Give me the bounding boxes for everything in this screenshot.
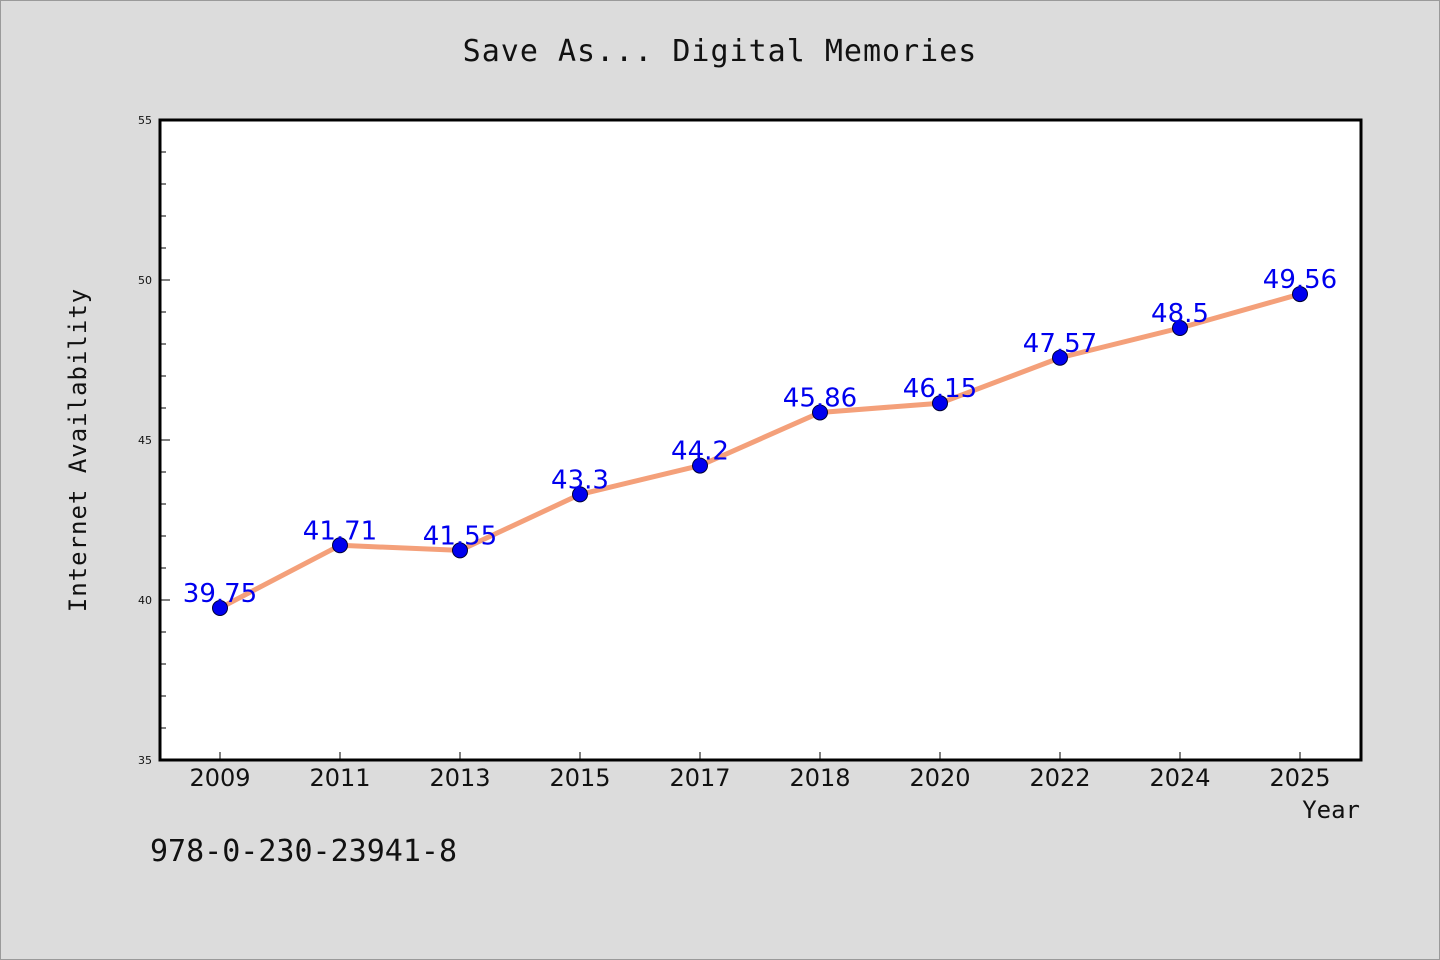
data-label: 46.15: [903, 374, 977, 404]
x-ticks: 2009 2011 2013 2015 2017 2018 2020 2022 2024 2025: [189, 752, 1331, 792]
data-label: 44.2: [671, 437, 729, 467]
x-tick-label: 2017: [669, 764, 730, 792]
x-tick-label: 2024: [1149, 764, 1210, 792]
y-tick-label: 40: [138, 594, 152, 607]
data-label: 39.75: [183, 579, 257, 609]
x-tick-label: 2025: [1269, 764, 1330, 792]
data-point: [1052, 349, 1068, 366]
chart-title: Save As... Digital Memories: [462, 34, 978, 69]
data-point: [692, 457, 708, 474]
x-tick-label: 2020: [909, 764, 970, 792]
data-label: 41.71: [303, 516, 377, 546]
y-ticks: 35 40 45 50 55: [138, 114, 170, 767]
y-tick-label: 55: [138, 114, 152, 127]
x-tick-label: 2013: [429, 764, 490, 792]
data-label: 48.5: [1151, 299, 1209, 329]
data-label: 45.86: [783, 383, 857, 413]
x-tick-label: 2009: [189, 764, 250, 792]
data-point: [332, 537, 348, 554]
x-tick-label: 2011: [309, 764, 370, 792]
data-label: 41.55: [423, 521, 497, 551]
y-tick-label: 35: [138, 754, 152, 767]
x-axis-label: Year: [1302, 796, 1360, 824]
data-point: [812, 404, 828, 421]
x-tick-label: 2015: [549, 764, 610, 792]
y-tick-label: 50: [138, 274, 152, 287]
data-label: 47.57: [1023, 329, 1097, 359]
isbn-text: 978-0-230-23941-8: [150, 834, 458, 869]
data-labels: 39.75 41.71 41.55 43.3 44.2 45.86 46.15 47.57 48…: [183, 265, 1337, 609]
y-tick-label: 45: [138, 434, 152, 447]
data-point: [212, 600, 228, 616]
data-point: [1172, 320, 1188, 336]
x-tick-label: 2022: [1029, 764, 1090, 792]
data-point: [452, 542, 468, 559]
data-point: [1292, 286, 1308, 303]
series-line: [217, 291, 1303, 611]
data-label: 43.3: [551, 465, 609, 495]
data-point: [572, 486, 588, 503]
x-tick-label: 2018: [789, 764, 850, 792]
data-point: [932, 395, 948, 412]
data-label: 49.56: [1263, 265, 1337, 295]
series-layer: [212, 286, 1308, 616]
